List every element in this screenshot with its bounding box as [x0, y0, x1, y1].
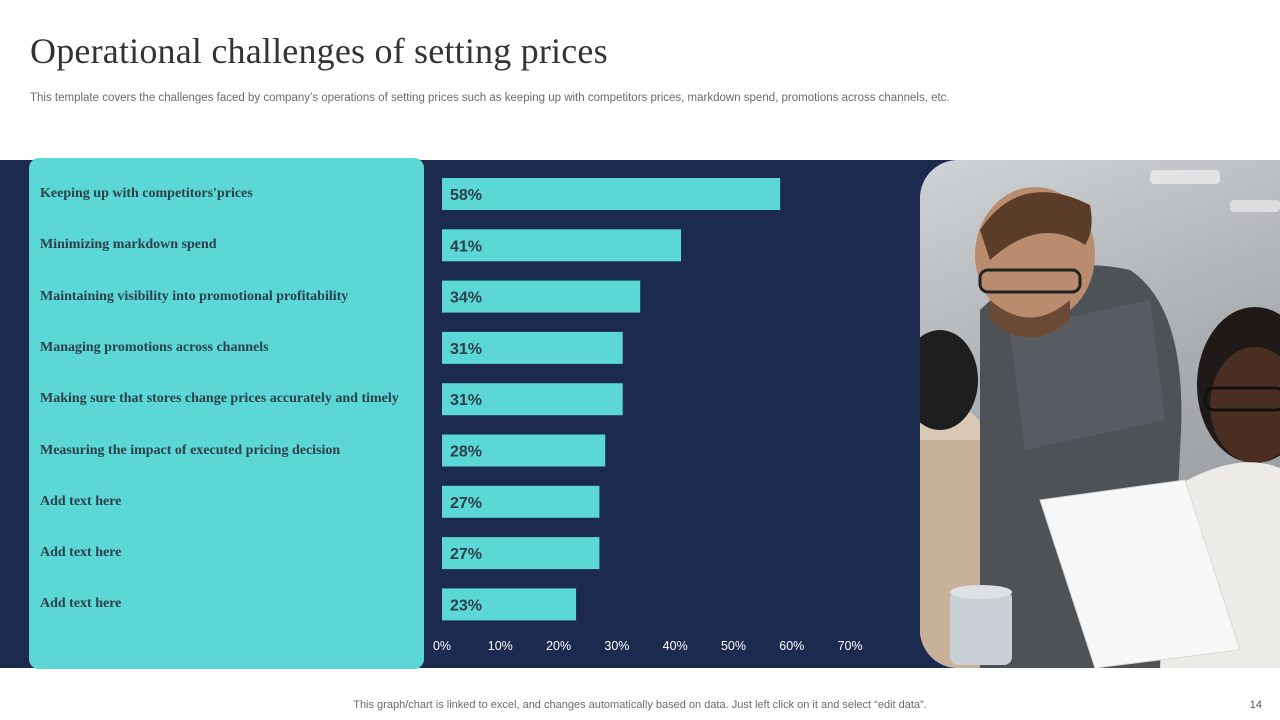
bar[interactable]: [442, 229, 682, 262]
x-tick-label: 20%: [546, 639, 571, 653]
page-title: Operational challenges of setting prices: [30, 31, 608, 71]
category-label: Maintaining visibility into promotional …: [40, 288, 349, 304]
x-tick-label: 60%: [779, 639, 804, 653]
bar-data-label: 27%: [450, 546, 482, 563]
x-tick-label: 0%: [433, 639, 451, 653]
category-label: Minimizing markdown spend: [40, 237, 217, 253]
category-label: Making sure that stores change prices ac…: [40, 391, 399, 407]
bar-data-label: 27%: [450, 495, 482, 512]
category-label: Managing promotions across channels: [40, 339, 269, 355]
office-team-photo-illustration: [920, 170, 1280, 668]
bar[interactable]: [442, 178, 781, 210]
x-tick-label: 10%: [488, 639, 513, 653]
page-number: 14: [1249, 699, 1262, 711]
category-label: Add text here: [40, 596, 122, 612]
bar[interactable]: [442, 280, 641, 313]
bar[interactable]: [442, 383, 623, 416]
category-label: Add text here: [40, 545, 122, 561]
bar[interactable]: [442, 434, 606, 467]
bar-data-label: 41%: [450, 238, 482, 255]
bar-data-label: 58%: [450, 187, 482, 204]
category-label: Measuring the impact of executed pricing…: [40, 442, 341, 458]
x-tick-label: 30%: [604, 639, 629, 653]
bar[interactable]: [442, 485, 600, 518]
bar[interactable]: [442, 588, 577, 621]
category-label: Keeping up with competitors'prices: [40, 186, 253, 201]
bar-data-label: 23%: [450, 597, 482, 614]
bar[interactable]: [442, 537, 600, 570]
category-label: Add text here: [40, 493, 122, 509]
x-tick-label: 40%: [663, 639, 688, 653]
page-subtitle: This template covers the challenges face…: [30, 92, 950, 104]
bar-data-label: 31%: [450, 341, 482, 358]
category-label-panel: [29, 158, 424, 669]
bar-data-label: 28%: [450, 444, 482, 461]
bar-chart[interactable]: 58% 41% 34% 31% 31% 28% 27% 27% 23% 0% 10% 20% 30% 40…: [0, 0, 920, 720]
bar-data-label: 34%: [450, 290, 482, 307]
bar-data-label: 31%: [450, 392, 482, 409]
footer-note: This graph/chart is linked to excel, and…: [353, 699, 927, 711]
bar[interactable]: [442, 331, 623, 364]
office-team-photo: [920, 160, 1280, 668]
x-tick-label: 70%: [838, 639, 863, 653]
x-tick-label: 50%: [721, 639, 746, 653]
